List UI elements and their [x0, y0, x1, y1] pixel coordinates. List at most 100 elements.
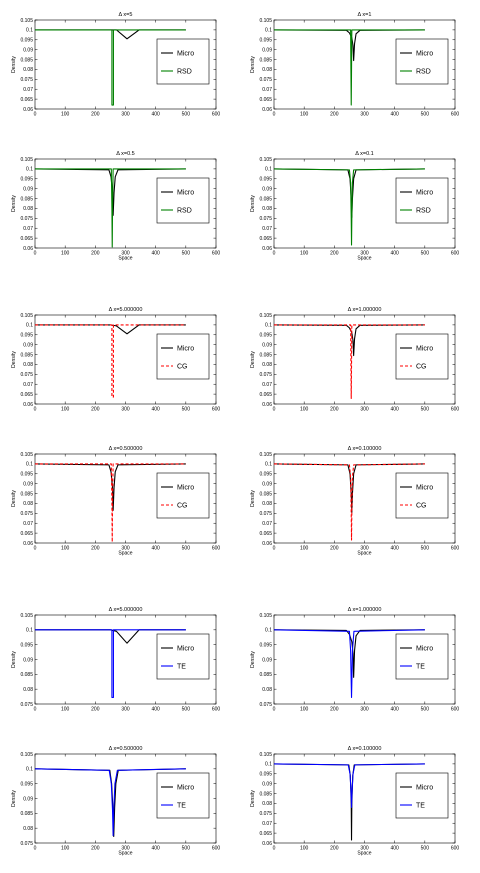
x-axis-label: Space: [357, 851, 371, 857]
y-axis-label: Density: [250, 651, 256, 668]
x-tick-label: 100: [300, 707, 309, 713]
y-tick-label: 0.085: [20, 491, 33, 497]
x-tick-label: 500: [421, 251, 430, 257]
y-tick-label: 0.085: [259, 57, 272, 63]
legend-label: TE: [416, 803, 425, 810]
chart-panel-10: Δ x=1.000000 0 100 200 300 400 500 600 0.075 0.08…: [250, 607, 459, 713]
x-tick-label: 200: [330, 546, 339, 552]
x-tick-label: 0: [34, 846, 37, 852]
y-tick-label: 0.09: [262, 342, 272, 348]
y-axis-label: Density: [250, 490, 256, 507]
x-axis-label: Space: [118, 851, 132, 857]
y-tick-label: 0.085: [259, 491, 272, 497]
chart-panel-8: Δ x=0.100000 0 100 200 300 400 500 600 0.06 0.065…: [250, 446, 459, 557]
x-tick-label: 100: [61, 707, 70, 713]
legend-label: Micro: [177, 346, 194, 353]
y-tick-label: 0.085: [20, 352, 33, 358]
legend-label: RSD: [177, 208, 192, 215]
y-tick-label: 0.105: [259, 313, 272, 319]
x-tick-label: 500: [421, 546, 430, 552]
legend-box: [395, 177, 449, 224]
y-tick-label: 0.06: [262, 541, 272, 547]
legend-label: Micro: [177, 190, 194, 197]
y-tick-label: 0.095: [259, 177, 272, 183]
x-tick-label: 100: [61, 407, 70, 413]
y-tick-label: 0.085: [259, 352, 272, 358]
y-tick-label: 0.07: [262, 87, 272, 93]
y-tick-label: 0.1: [265, 167, 272, 173]
series-line-micro: [34, 168, 186, 216]
y-tick-label: 0.065: [259, 531, 272, 537]
y-tick-label: 0.1: [265, 28, 272, 34]
y-tick-label: 0.07: [262, 226, 272, 232]
y-tick-label: 0.075: [259, 811, 272, 817]
y-tick-label: 0.085: [259, 672, 272, 678]
y-tick-label: 0.09: [23, 342, 33, 348]
chart-panel-7: Δ x=0.500000 0 100 200 300 400 500 600 0.06 0.065…: [11, 446, 220, 557]
x-tick-label: 200: [330, 112, 339, 118]
y-tick-label: 0.085: [259, 791, 272, 797]
x-tick-label: 0: [273, 112, 276, 118]
y-tick-label: 0.06: [23, 541, 33, 547]
x-tick-label: 100: [61, 846, 70, 852]
chart-panel-4: Δ x=0.1 0 100 200 300 400 500 600 0.06 0.065 0.07 0…: [250, 151, 459, 262]
x-tick-label: 200: [91, 112, 100, 118]
x-tick-label: 300: [360, 251, 369, 257]
x-tick-label: 400: [151, 707, 160, 713]
y-axis-label: Density: [11, 56, 17, 73]
legend-label: RSD: [416, 69, 431, 76]
y-tick-label: 0.06: [23, 107, 33, 113]
x-tick-label: 200: [91, 846, 100, 852]
y-tick-label: 0.075: [20, 372, 33, 378]
legend-box: [156, 333, 210, 380]
chart-title: Δ x=1.000000: [348, 607, 382, 613]
x-tick-label: 500: [421, 707, 430, 713]
x-tick-label: 0: [34, 407, 37, 413]
x-tick-label: 300: [121, 251, 130, 257]
y-tick-label: 0.105: [20, 313, 33, 319]
x-tick-label: 0: [273, 707, 276, 713]
x-tick-label: 300: [360, 846, 369, 852]
legend-label: TE: [416, 664, 425, 671]
series-line-micro: [273, 324, 425, 357]
y-tick-label: 0.09: [262, 781, 272, 787]
x-tick-label: 100: [300, 112, 309, 118]
series-line-te: [273, 629, 425, 699]
series-line-rsd: [273, 168, 425, 246]
y-tick-label: 0.095: [20, 177, 33, 183]
y-tick-label: 0.075: [259, 511, 272, 517]
x-tick-label: 500: [182, 407, 191, 413]
y-tick-label: 0.09: [23, 47, 33, 53]
legend-box: [156, 177, 210, 224]
chart-title: Δ x=5.000000: [109, 607, 143, 613]
x-tick-label: 0: [273, 546, 276, 552]
x-tick-label: 600: [451, 846, 460, 852]
x-tick-label: 200: [91, 407, 100, 413]
x-tick-label: 500: [182, 846, 191, 852]
x-tick-label: 600: [212, 846, 221, 852]
y-tick-label: 0.075: [259, 702, 272, 708]
x-axis-label: Space: [118, 256, 132, 262]
chart-panel-2: Δ x=1 0 100 200 300 400 500 600 0.06 0.065 0.07 0.0…: [250, 12, 459, 118]
y-tick-label: 0.08: [262, 687, 272, 693]
chart-title: Δ x=5: [119, 12, 133, 18]
y-tick-label: 0.1: [26, 28, 33, 34]
series-line-micro: [35, 29, 186, 40]
x-tick-label: 500: [421, 112, 430, 118]
x-tick-label: 500: [421, 407, 430, 413]
y-tick-label: 0.06: [23, 402, 33, 408]
x-tick-label: 200: [91, 251, 100, 257]
x-axis-label: Space: [357, 551, 371, 557]
y-tick-label: 0.085: [20, 811, 33, 817]
x-tick-label: 100: [300, 546, 309, 552]
x-tick-label: 0: [34, 546, 37, 552]
y-tick-label: 0.095: [20, 642, 33, 648]
y-tick-label: 0.075: [20, 216, 33, 222]
y-tick-label: 0.075: [259, 372, 272, 378]
series-line-te: [35, 629, 186, 699]
x-tick-label: 100: [61, 251, 70, 257]
legend-label: RSD: [177, 69, 192, 76]
y-tick-label: 0.095: [259, 642, 272, 648]
legend-label: Micro: [177, 646, 194, 653]
x-tick-label: 400: [151, 251, 160, 257]
